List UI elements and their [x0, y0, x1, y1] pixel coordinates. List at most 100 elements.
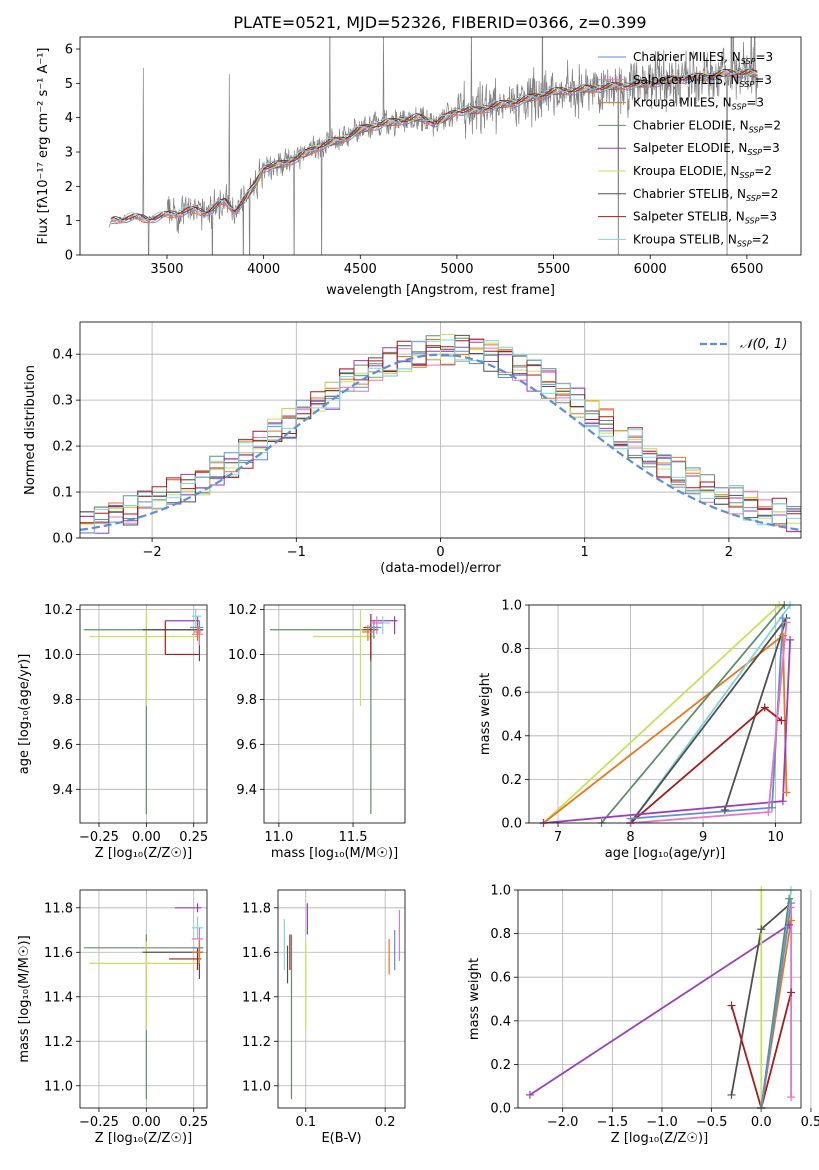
y-tick-label: 5 [65, 77, 73, 92]
y-axis-label: Normed distribution [23, 365, 38, 495]
x-axis-label: age [log₁₀(age/yr)] [605, 846, 726, 861]
axes-frame [79, 889, 208, 1109]
x-tick-label: 6000 [634, 262, 667, 277]
y-axis-label: Flux [fλ10⁻¹⁷ erg cm⁻² s⁻¹ A⁻¹] [36, 48, 51, 245]
weight-point [787, 903, 796, 912]
spectrum-panel: 3500 4000 4500 5000 5500 6000 6500 0 1 2 3 4 5 6 Chabr… [36, 36, 802, 298]
y-tick-label: 0.8 [490, 927, 511, 942]
y-tick-label: 3 [65, 146, 73, 161]
y-axis-label: age [log₁₀(age/yr)] [17, 654, 32, 775]
y-tick-label: 10.0 [44, 648, 73, 663]
mass-vs-metallicity-panel: −0.25 0.00 0.25 11.0 11.2 11.4 11.6 11.8 Z [log₁… [17, 889, 208, 1146]
y-tick-label: 11.2 [242, 1035, 271, 1050]
plot-area [80, 333, 801, 534]
legend-entry: Salpeter MILES, NSSP=3 [633, 73, 772, 89]
x-tick-label: 0.2 [375, 1115, 396, 1130]
weight-vs-age-panel: 7 8 9 10 0.0 0.2 0.4 0.6 0.8 1.0 age [log₁₀(age/yr… [478, 599, 802, 861]
legend-entry: Kroupa MILES, NSSP=3 [633, 96, 764, 112]
x-tick-label: 6500 [730, 262, 763, 277]
weight-point [764, 808, 773, 817]
y-tick-label: 1.0 [490, 884, 511, 899]
y-tick-label: 0.4 [52, 348, 73, 363]
y-tick-label: 0.6 [501, 686, 522, 701]
y-tick-label: 0.0 [52, 532, 73, 547]
y-tick-label: 1.0 [501, 599, 522, 614]
x-tick-label: 5000 [440, 262, 473, 277]
x-tick-label: 11.5 [339, 830, 368, 845]
x-tick-label: 10 [767, 830, 784, 845]
y-tick-label: 0.2 [501, 773, 522, 788]
y-tick-label: 0.8 [501, 642, 522, 657]
legend-entry: Kroupa ELODIE, NSSP=2 [633, 164, 772, 180]
y-tick-label: 9.4 [236, 783, 257, 798]
figure-title: PLATE=0521, MJD=52326, FIBERID=0366, z=0… [233, 13, 646, 32]
x-tick-label: 0 [436, 545, 444, 560]
model-spectrum-kroupa-elodie [243, 69, 758, 203]
x-axis-label: E(B-V) [321, 1131, 361, 1146]
plot-area [283, 903, 401, 1100]
y-tick-label: 4 [65, 111, 73, 126]
y-tick-label: 10.2 [228, 603, 257, 618]
weight-point [785, 920, 794, 929]
weight-point [720, 805, 729, 814]
x-tick-label: −1.5 [597, 1115, 629, 1130]
model-spectrum-kroupa-miles [110, 70, 758, 225]
y-tick-label: 11.8 [242, 901, 271, 916]
legend-entry: 𝒩(0, 1) [740, 337, 787, 352]
y-tick-label: 9.8 [236, 693, 257, 708]
x-tick-label: 5500 [537, 262, 570, 277]
plot-area [83, 903, 204, 1100]
axes-frame [79, 604, 208, 824]
legend-entry: Kroupa STELIB, NSSP=2 [633, 232, 769, 248]
age-vs-mass-panel: 11.0 11.5 9.4 9.6 9.8 10.0 10.2 mass [log₁₀(M/M… [228, 603, 406, 861]
x-tick-label: 0.1 [295, 1115, 316, 1130]
x-axis-label: (data-model)/error [380, 561, 501, 576]
weight-line-chabrier-elodie [600, 605, 785, 823]
weight-point [778, 614, 787, 623]
x-tick-label: −0.25 [79, 1115, 119, 1130]
legend-entry: Salpeter STELIB, NSSP=3 [633, 210, 777, 226]
legend-entry: Chabrier STELIB, NSSP=2 [633, 187, 778, 203]
x-axis-label: mass [log₁₀(M/M☉)] [271, 846, 398, 861]
mass-vs-ebv-panel: 0.1 0.2 11.0 11.2 11.4 11.6 11.8 E(B-V) [242, 889, 406, 1146]
x-tick-label: 0.00 [132, 1115, 161, 1130]
x-tick-label: 8 [626, 830, 634, 845]
x-tick-label: 1 [581, 545, 589, 560]
y-axis-label: mass weight [478, 673, 493, 755]
y-tick-label: 0.1 [52, 486, 73, 501]
y-tick-label: 11.4 [242, 990, 271, 1005]
weight-line-salpeter-stelib [730, 992, 792, 1108]
x-tick-label: 7 [554, 830, 562, 845]
plot-area [108, 37, 759, 255]
weight-point [782, 788, 791, 797]
weight-point [778, 797, 787, 806]
axes-frame [79, 321, 802, 539]
x-axis-label: Z [log₁₀(Z/Z☉)] [611, 1131, 708, 1146]
x-tick-label: 0.0 [751, 1115, 772, 1130]
x-tick-label: 3500 [150, 262, 183, 277]
residuals-panel: −2 −1 0 1 2 0.0 0.1 0.2 0.3 0.4 𝒩(0, 1) (data-model… [23, 321, 802, 576]
weight-point [767, 803, 776, 812]
y-tick-label: 11.6 [242, 946, 271, 961]
observed-spectrum [108, 37, 759, 255]
x-tick-label: 2 [725, 545, 733, 560]
y-tick-label: 10.2 [44, 603, 73, 618]
x-tick-label: 0.25 [179, 1115, 208, 1130]
normal-distribution-curve [80, 353, 801, 531]
y-tick-label: 11.0 [242, 1079, 271, 1094]
x-tick-label: 4500 [344, 262, 377, 277]
x-tick-label: 0.00 [132, 830, 161, 845]
x-tick-label: 11.0 [264, 830, 293, 845]
y-tick-label: 9.4 [52, 783, 73, 798]
legend-entry: Chabrier ELODIE, NSSP=2 [633, 118, 781, 134]
y-tick-label: 10.0 [228, 648, 257, 663]
axes-frame [79, 36, 802, 256]
y-tick-label: 6 [65, 43, 73, 58]
y-tick-label: 1 [65, 214, 73, 229]
y-tick-label: 11.6 [44, 946, 73, 961]
y-axis-label: mass [log₁₀(M/M☉)] [17, 935, 32, 1062]
weight-point [727, 1090, 736, 1099]
x-tick-label: −2 [143, 545, 162, 560]
y-tick-label: 0.3 [52, 394, 73, 409]
